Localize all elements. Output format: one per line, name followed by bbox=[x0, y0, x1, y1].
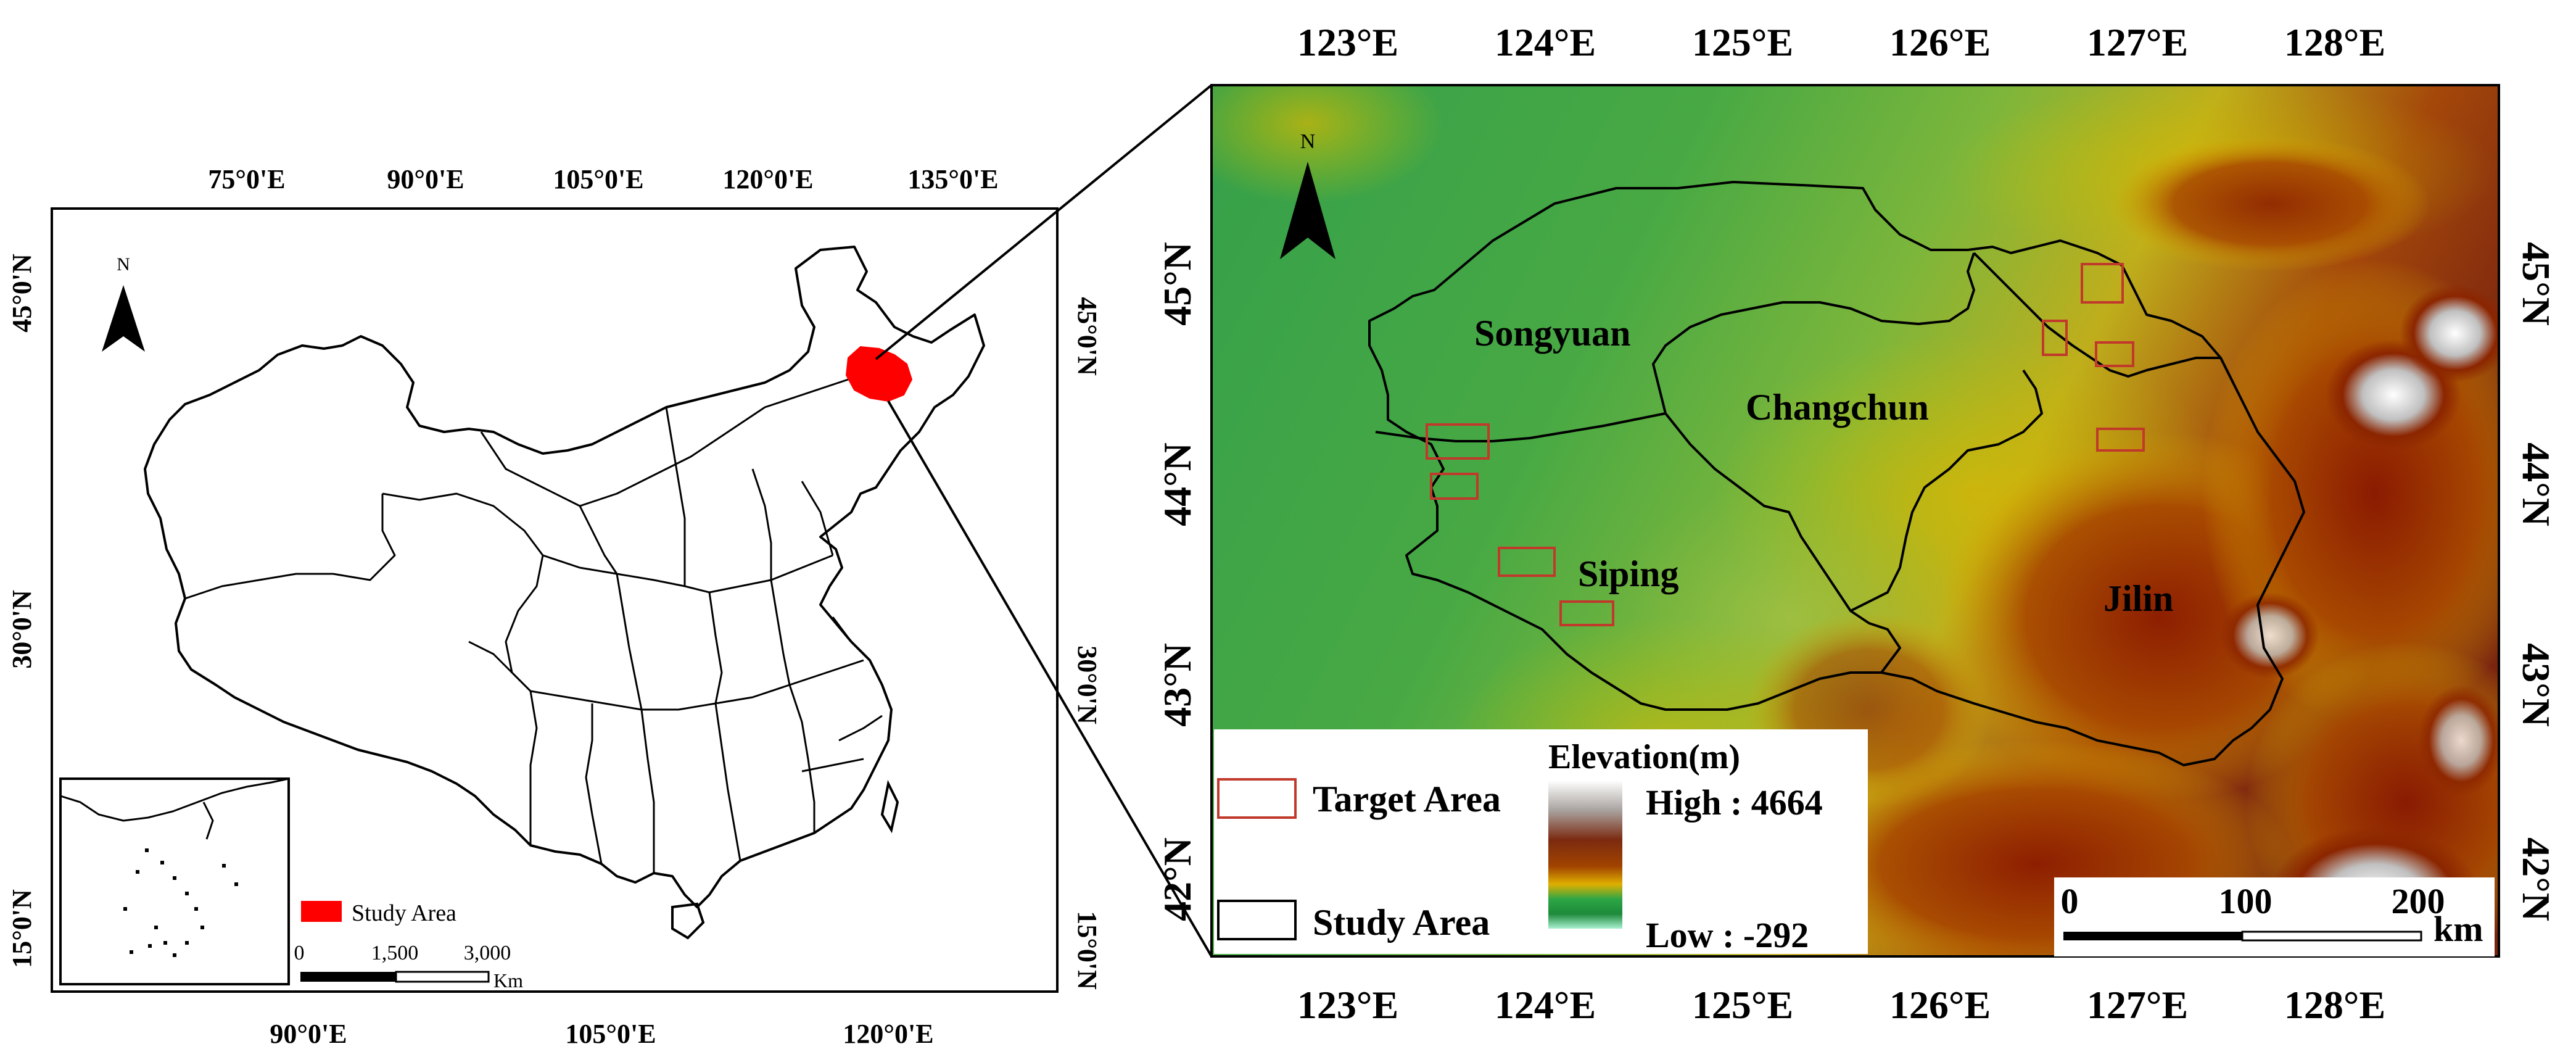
dem-top-lon-label: 124°E bbox=[1495, 20, 1596, 64]
dem-right-lat-label: 43°N bbox=[2514, 643, 2558, 727]
dem-left-lat-label: 45°N bbox=[1155, 242, 1199, 326]
china-scale-bar: 0 1,500 3,000 Km bbox=[294, 942, 524, 992]
dem-right-lat-label: 42°N bbox=[2514, 837, 2558, 921]
china-left-lat-label: 15°0'N bbox=[7, 889, 37, 968]
china-top-lon-label: 105°0'E bbox=[553, 164, 643, 194]
dem-left-lat-label: 42°N bbox=[1155, 837, 1199, 921]
dem-right-lat-label: 44°N bbox=[2514, 442, 2558, 526]
elevation-low-label: Low : -292 bbox=[1646, 915, 1809, 955]
china-right-lat-label: 45°0'N bbox=[1072, 297, 1102, 376]
dem-left-lat-label: 44°N bbox=[1155, 442, 1199, 526]
study-area-legend-label: Study Area bbox=[352, 900, 456, 926]
province-boundaries bbox=[184, 369, 883, 873]
dem-right-lat-label: 45°N bbox=[2514, 242, 2558, 326]
china-scale-tick: 0 bbox=[294, 942, 305, 964]
study-area-legend-swatch bbox=[301, 901, 342, 922]
target-area-legend-label: Target Area bbox=[1313, 779, 1501, 819]
hainan-outline bbox=[671, 902, 705, 940]
dem-bottom-lon-label: 128°E bbox=[2284, 983, 2385, 1027]
china-bottom-lon-label: 120°0'E bbox=[843, 1019, 933, 1049]
study-area-legend-label: Study Area bbox=[1313, 902, 1490, 943]
dem-bottom-lon-label: 126°E bbox=[1889, 983, 1991, 1027]
china-top-lon-label: 135°0'E bbox=[907, 164, 998, 194]
city-boundaries bbox=[1375, 252, 2234, 674]
zoom-connector-lines bbox=[875, 84, 1213, 958]
elevation-high-label: High : 4664 bbox=[1646, 782, 1823, 823]
china-scale-unit: Km bbox=[493, 969, 523, 992]
elevation-legend-title: Elevation(m) bbox=[1548, 738, 1740, 776]
study-area-legend-swatch bbox=[1217, 900, 1297, 940]
elevation-color-ramp bbox=[1548, 781, 1622, 929]
china-left-lat-label: 45°0'N bbox=[7, 254, 37, 333]
china-outline bbox=[144, 246, 985, 908]
south-china-sea-inset bbox=[59, 777, 290, 985]
china-north-arrow: N bbox=[102, 254, 145, 352]
china-top-lon-label: 75°0'E bbox=[208, 164, 285, 194]
target-area-legend-swatch bbox=[1217, 778, 1297, 819]
china-map-panel: 75°0'E 90°0'E 105°0'E 120°0'E 135°0'E 90… bbox=[7, 164, 1102, 1049]
city-label-jilin: Jilin bbox=[2103, 578, 2173, 619]
taiwan-outline bbox=[880, 779, 899, 834]
china-scale-tick: 3,000 bbox=[464, 942, 511, 964]
dem-north-label: N bbox=[1300, 130, 1316, 153]
dem-bottom-lon-label: 123°E bbox=[1297, 983, 1398, 1027]
dem-top-lon-label: 126°E bbox=[1889, 20, 1991, 64]
dem-legend: Target Area Study Area Elevation(m) High… bbox=[1214, 729, 1868, 955]
china-bottom-lon-label: 105°0'E bbox=[565, 1019, 656, 1049]
china-top-lon-label: 90°0'E bbox=[387, 164, 464, 194]
dem-top-lon-label: 123°E bbox=[1297, 20, 1398, 64]
dem-bottom-lon-label: 125°E bbox=[1692, 983, 1793, 1027]
dem-scale-unit: km bbox=[2434, 909, 2483, 949]
dem-scale-bar: 0 100 200 km bbox=[2054, 877, 2495, 956]
dem-map-frame bbox=[1210, 84, 2500, 958]
china-left-lat-label: 30°0'N bbox=[7, 590, 37, 669]
china-right-lat-label: 30°0'N bbox=[1072, 645, 1102, 724]
dem-left-lat-label: 43°N bbox=[1155, 643, 1199, 727]
target-areas bbox=[1426, 263, 2145, 626]
city-label-changchun: Changchun bbox=[1746, 387, 1929, 428]
dem-top-lon-label: 128°E bbox=[2284, 20, 2385, 64]
dem-scale-tick: 100 bbox=[2219, 881, 2273, 921]
dem-bottom-lon-label: 127°E bbox=[2087, 983, 2188, 1027]
dem-scale-tick: 200 bbox=[2392, 881, 2445, 921]
dem-north-arrow: N bbox=[1280, 130, 1335, 259]
dem-top-lon-label: 127°E bbox=[2087, 20, 2188, 64]
china-north-label: N bbox=[117, 254, 130, 275]
city-label-siping: Siping bbox=[1578, 553, 1678, 594]
dem-map-panel: Songyuan Changchun Siping Jilin N 123°E … bbox=[1155, 20, 2558, 1027]
china-scale-tick: 1,500 bbox=[371, 942, 419, 964]
dem-bottom-lon-label: 124°E bbox=[1495, 983, 1596, 1027]
china-right-lat-label: 15°0'N bbox=[1072, 911, 1102, 990]
china-top-lon-label: 120°0'E bbox=[722, 164, 813, 194]
dem-scale-tick: 0 bbox=[2061, 881, 2079, 921]
study-area-highlight bbox=[845, 346, 913, 402]
city-label-songyuan: Songyuan bbox=[1474, 313, 1630, 354]
study-area-boundary bbox=[1368, 181, 2305, 766]
dem-top-lon-label: 125°E bbox=[1692, 20, 1793, 64]
china-bottom-lon-label: 90°0'E bbox=[270, 1019, 347, 1049]
